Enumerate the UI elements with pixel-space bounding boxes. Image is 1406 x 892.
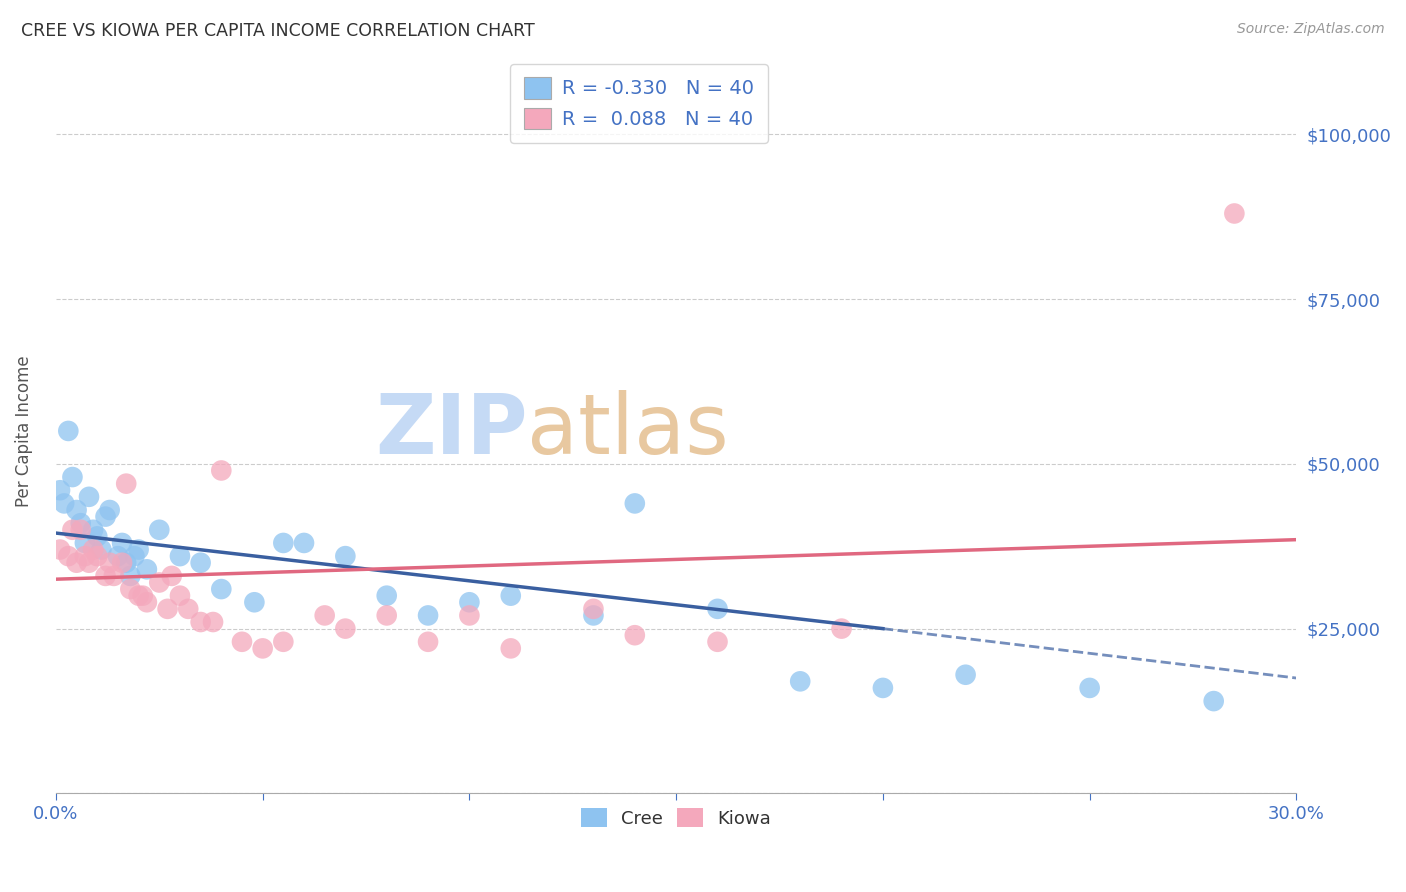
Point xyxy=(115,476,138,491)
Text: Source: ZipAtlas.com: Source: ZipAtlas.com xyxy=(1237,22,1385,37)
Point xyxy=(231,634,253,648)
Point xyxy=(58,549,80,563)
Point xyxy=(458,595,481,609)
Point xyxy=(62,523,84,537)
Text: ZIP: ZIP xyxy=(375,391,527,472)
Point xyxy=(190,556,212,570)
Point xyxy=(499,589,522,603)
Point xyxy=(160,569,183,583)
Point xyxy=(132,589,155,603)
Point xyxy=(135,595,157,609)
Point xyxy=(65,556,87,570)
Point xyxy=(1078,681,1101,695)
Point xyxy=(73,549,96,563)
Point xyxy=(65,503,87,517)
Point xyxy=(190,615,212,629)
Point xyxy=(120,569,142,583)
Point xyxy=(69,523,91,537)
Point xyxy=(169,549,191,563)
Point xyxy=(62,470,84,484)
Point xyxy=(202,615,225,629)
Point xyxy=(86,549,108,563)
Point xyxy=(49,542,72,557)
Point xyxy=(1202,694,1225,708)
Point xyxy=(177,602,200,616)
Point xyxy=(789,674,811,689)
Point xyxy=(69,516,91,531)
Point xyxy=(77,556,100,570)
Y-axis label: Per Capita Income: Per Capita Income xyxy=(15,355,32,507)
Point xyxy=(82,542,104,557)
Point xyxy=(624,496,647,510)
Point xyxy=(292,536,315,550)
Point xyxy=(209,582,232,596)
Point xyxy=(416,634,439,648)
Point xyxy=(273,634,295,648)
Point xyxy=(115,556,138,570)
Point xyxy=(53,496,76,510)
Point xyxy=(955,667,977,681)
Point xyxy=(706,602,728,616)
Point xyxy=(128,589,150,603)
Point xyxy=(416,608,439,623)
Point xyxy=(209,463,232,477)
Point xyxy=(120,582,142,596)
Point xyxy=(148,575,170,590)
Point xyxy=(90,542,112,557)
Point xyxy=(94,509,117,524)
Point xyxy=(706,634,728,648)
Point xyxy=(252,641,274,656)
Point xyxy=(156,602,179,616)
Point xyxy=(375,608,398,623)
Point xyxy=(335,622,357,636)
Point xyxy=(128,542,150,557)
Point xyxy=(98,556,121,570)
Point xyxy=(111,556,134,570)
Point xyxy=(73,536,96,550)
Point xyxy=(243,595,266,609)
Point xyxy=(111,536,134,550)
Point xyxy=(58,424,80,438)
Point xyxy=(107,549,129,563)
Point xyxy=(82,523,104,537)
Point xyxy=(86,529,108,543)
Point xyxy=(831,622,853,636)
Point xyxy=(148,523,170,537)
Point xyxy=(124,549,146,563)
Point xyxy=(94,569,117,583)
Point xyxy=(135,562,157,576)
Point xyxy=(1223,206,1246,220)
Point xyxy=(314,608,336,623)
Point xyxy=(169,589,191,603)
Point xyxy=(582,608,605,623)
Point xyxy=(375,589,398,603)
Legend: Cree, Kiowa: Cree, Kiowa xyxy=(574,801,778,835)
Text: CREE VS KIOWA PER CAPITA INCOME CORRELATION CHART: CREE VS KIOWA PER CAPITA INCOME CORRELAT… xyxy=(21,22,534,40)
Point xyxy=(77,490,100,504)
Point xyxy=(582,602,605,616)
Point xyxy=(49,483,72,498)
Point xyxy=(624,628,647,642)
Text: atlas: atlas xyxy=(527,391,730,472)
Point xyxy=(499,641,522,656)
Point xyxy=(273,536,295,550)
Point xyxy=(872,681,894,695)
Point xyxy=(103,569,125,583)
Point xyxy=(458,608,481,623)
Point xyxy=(335,549,357,563)
Point xyxy=(98,503,121,517)
